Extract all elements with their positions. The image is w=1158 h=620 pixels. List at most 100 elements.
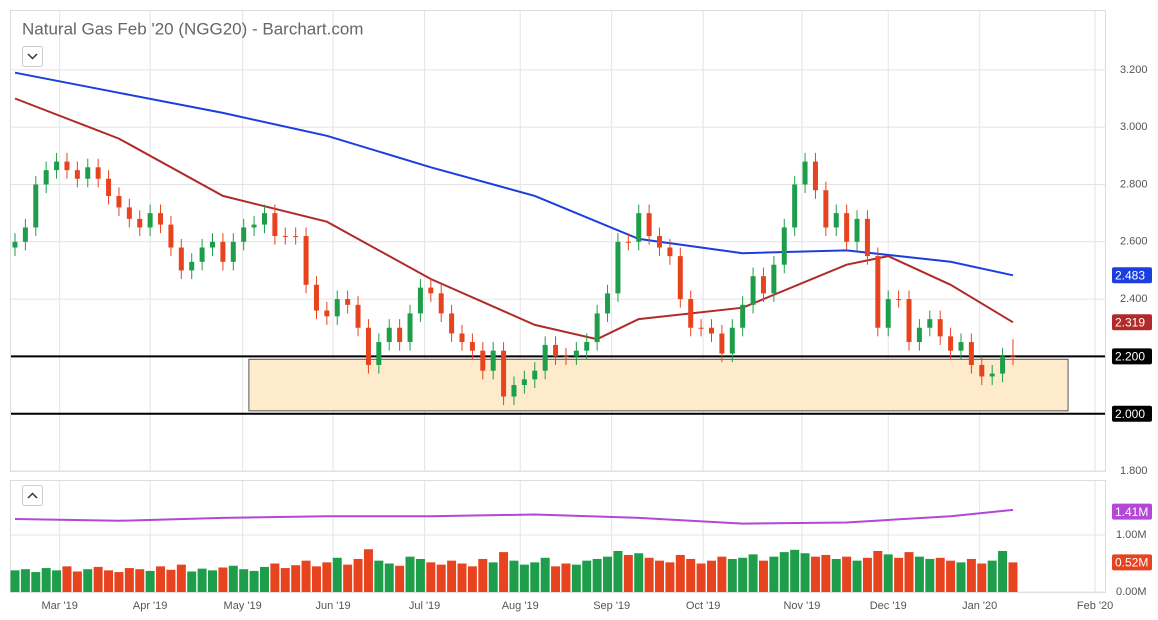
candle-body	[719, 333, 725, 354]
x-tick-label: Mar '19	[42, 600, 78, 612]
volume-bar	[686, 558, 696, 592]
volume-bar	[1008, 562, 1018, 592]
candle-body	[896, 299, 902, 301]
volume-bar	[343, 564, 353, 592]
candle-body	[636, 213, 642, 242]
y-tick-label: 2.400	[1120, 293, 1148, 305]
volume-bar	[987, 560, 997, 592]
volume-bar	[249, 570, 259, 592]
volume-bar	[769, 556, 779, 592]
candle-body	[646, 213, 652, 237]
volume-bar	[821, 554, 831, 592]
volume-bar	[270, 563, 280, 592]
x-tick-label: Feb '20	[1077, 600, 1113, 612]
volume-bar	[478, 558, 488, 592]
volume-bar	[810, 556, 820, 592]
volume-bar	[114, 572, 124, 592]
y-tick-label: 2.800	[1120, 178, 1148, 190]
volume-bar	[353, 558, 363, 592]
volume-bar	[571, 564, 581, 592]
volume-bar	[145, 570, 155, 592]
chart-title: Natural Gas Feb '20 (NGG20) - Barchart.c…	[22, 19, 363, 38]
volume-bar	[842, 556, 852, 592]
candle-body	[376, 342, 382, 365]
collapse-button[interactable]	[22, 46, 43, 67]
candle-body	[688, 299, 694, 328]
volume-bar	[956, 562, 966, 592]
candle-body	[261, 213, 267, 225]
moving-average-line	[14, 71, 1014, 277]
candle-body	[241, 227, 247, 242]
candle-body	[906, 299, 912, 343]
price-label-box	[1112, 554, 1152, 571]
volume-bar	[384, 563, 394, 592]
volume-bar	[706, 560, 716, 592]
price-label-box	[1112, 314, 1152, 331]
candle-body	[854, 218, 860, 242]
candle-body	[147, 213, 153, 228]
candle-body	[272, 213, 278, 237]
volume-bar	[52, 570, 62, 592]
volume-bar	[696, 563, 706, 592]
candle-body	[386, 327, 392, 343]
candle-body	[511, 385, 517, 397]
candle-body	[1000, 356, 1006, 374]
volume-bar	[894, 557, 904, 592]
x-tick-label: Oct '19	[686, 600, 721, 612]
volume-bar	[603, 556, 613, 592]
candle-body	[677, 256, 683, 300]
volume-bar	[41, 568, 51, 592]
volume-bar	[467, 566, 477, 592]
y-tick-label: 1.00M	[1116, 529, 1147, 541]
candle-body	[168, 224, 174, 248]
candle-body	[428, 287, 434, 294]
x-tick-label: Sep '19	[593, 600, 630, 612]
candle-body	[844, 213, 850, 242]
candle-body	[313, 284, 319, 311]
candle-body	[469, 342, 475, 351]
candle-body	[989, 373, 995, 377]
volume-bar	[374, 560, 384, 592]
volume-bar	[582, 560, 592, 592]
candle-body	[916, 327, 922, 343]
x-tick-label: Nov '19	[783, 600, 820, 612]
y-tick-label: 1.800	[1120, 465, 1148, 477]
expand-button[interactable]	[22, 485, 43, 506]
volume-bar	[977, 563, 987, 592]
candle-body	[334, 299, 340, 317]
candle-body	[480, 350, 486, 371]
volume-bar	[72, 571, 82, 592]
volume-bar	[966, 558, 976, 592]
volume-bar	[509, 560, 519, 592]
volume-bar	[10, 570, 20, 592]
candle-body	[958, 342, 964, 351]
volume-bar	[790, 549, 800, 592]
volume-bar	[447, 560, 457, 592]
candle-body	[667, 247, 673, 257]
y-tick-label: 3.000	[1120, 121, 1148, 133]
candle-body	[937, 319, 943, 337]
volume-bar	[311, 566, 321, 592]
candle-body	[178, 247, 184, 271]
candle-body	[802, 161, 808, 185]
volume-bar	[499, 552, 509, 592]
price-label: 2.000	[1115, 407, 1145, 421]
price-label-box	[1112, 348, 1152, 365]
candle-body	[22, 227, 28, 242]
volume-bar	[93, 566, 103, 592]
volume-bar	[405, 556, 415, 592]
candle-body	[833, 213, 839, 228]
volume-bar	[457, 563, 467, 592]
candle-body	[106, 178, 112, 196]
candle-body	[875, 256, 881, 328]
candle-body	[563, 356, 569, 358]
x-tick-label: May '19	[224, 600, 262, 612]
candle-body	[760, 276, 766, 294]
volume-bar	[415, 558, 425, 592]
volume-bar	[561, 563, 571, 592]
candle-body	[594, 313, 600, 343]
volume-bar	[301, 560, 311, 592]
volume-bar	[623, 554, 633, 592]
volume-bar	[197, 568, 207, 592]
